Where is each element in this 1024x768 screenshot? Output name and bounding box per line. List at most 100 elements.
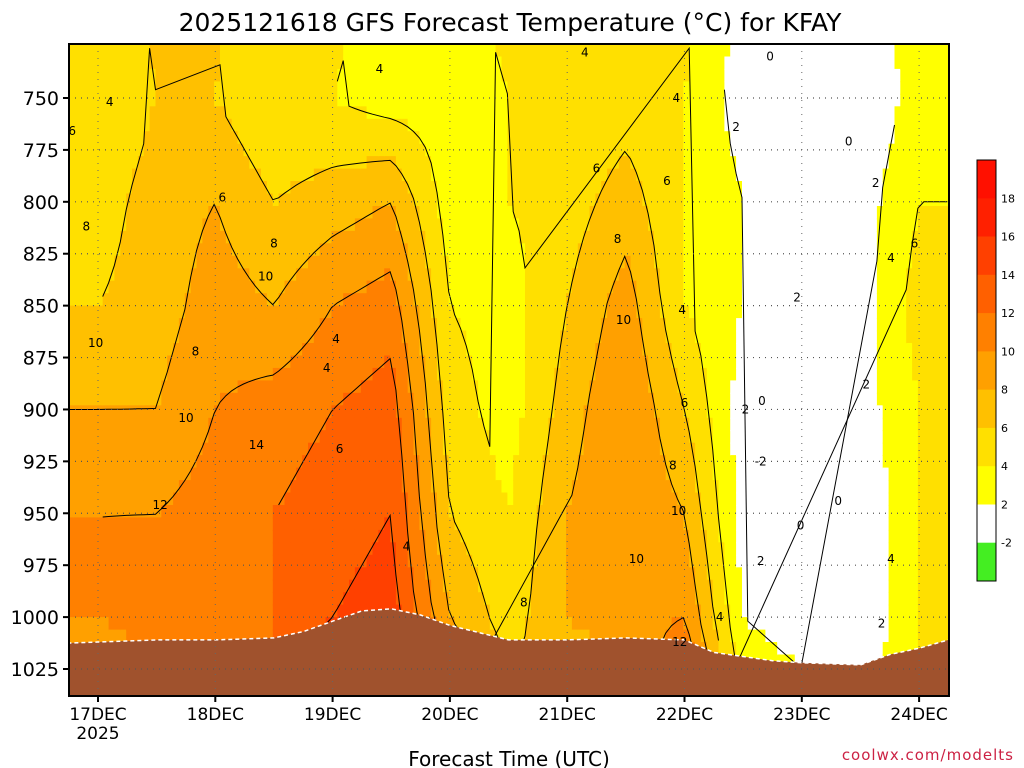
- band-cell: [495, 268, 503, 282]
- band-cell: [173, 243, 180, 257]
- band-cell: [366, 430, 374, 444]
- band-cell: [114, 430, 122, 444]
- band-cell: [137, 592, 145, 606]
- band-cell: [560, 218, 567, 232]
- band-cell: [448, 280, 456, 294]
- band-cell: [96, 156, 104, 170]
- band-cell: [354, 492, 362, 506]
- band-cell: [69, 417, 75, 432]
- band-cell: [149, 68, 157, 83]
- band-cell: [266, 44, 274, 58]
- band-cell: [495, 380, 503, 394]
- band-cell: [208, 604, 215, 618]
- band-cell: [296, 68, 303, 83]
- band-cell: [220, 417, 227, 432]
- band-cell: [507, 567, 515, 581]
- band-cell: [261, 417, 268, 432]
- band-cell: [114, 230, 122, 245]
- band-cell: [366, 305, 374, 319]
- band-cell: [91, 268, 98, 282]
- band-cell: [495, 442, 503, 456]
- band-cell: [507, 617, 515, 631]
- band-cell: [583, 131, 591, 145]
- band-cell: [542, 505, 550, 519]
- band-cell: [102, 592, 110, 606]
- band-cell: [530, 156, 538, 170]
- band-cell: [69, 480, 75, 494]
- band-cell: [601, 118, 608, 133]
- band-cell: [530, 255, 538, 270]
- band-cell: [360, 492, 368, 506]
- band-cell: [566, 44, 573, 58]
- band-cell: [290, 617, 298, 631]
- band-cell: [91, 617, 98, 631]
- band-cell: [431, 330, 438, 344]
- band-cell: [407, 206, 415, 220]
- band-cell: [73, 206, 81, 220]
- band-cell: [261, 81, 268, 95]
- band-cell: [225, 629, 233, 643]
- band-cell: [589, 118, 597, 133]
- band-cell: [284, 68, 292, 83]
- band-cell: [612, 118, 620, 133]
- band-cell: [214, 592, 221, 606]
- band-cell: [419, 293, 427, 307]
- band-cell: [91, 467, 98, 481]
- band-cell: [437, 417, 444, 432]
- band-cell: [325, 392, 333, 407]
- band-cell: [69, 93, 75, 108]
- band-cell: [167, 293, 174, 307]
- band-cell: [489, 156, 497, 170]
- band-cell: [266, 567, 274, 581]
- band-cell: [214, 318, 221, 332]
- band-cell: [612, 604, 620, 618]
- band-cell: [612, 480, 620, 494]
- band-cell: [114, 118, 122, 133]
- band-cell: [108, 293, 116, 307]
- band-cell: [595, 542, 603, 556]
- band-cell: [612, 168, 620, 182]
- band-cell: [560, 206, 567, 220]
- band-cell: [560, 280, 567, 294]
- band-cell: [577, 293, 585, 307]
- band-cell: [202, 243, 210, 257]
- band-cell: [202, 430, 210, 444]
- band-cell: [331, 355, 339, 369]
- band-cell: [272, 305, 280, 319]
- band-cell: [589, 467, 597, 481]
- band-cell: [554, 505, 561, 519]
- band-cell: [466, 93, 473, 108]
- band-cell: [85, 168, 92, 182]
- band-cell: [79, 367, 86, 382]
- band-cell: [612, 305, 620, 319]
- band-cell: [237, 417, 245, 432]
- band-cell: [560, 255, 567, 270]
- band-cell: [196, 268, 204, 282]
- band-cell: [554, 181, 561, 195]
- band-cell: [360, 68, 368, 83]
- band-cell: [108, 268, 116, 282]
- band-cell: [237, 629, 245, 643]
- band-cell: [278, 542, 286, 556]
- band-cell: [360, 93, 368, 108]
- band-cell: [102, 517, 110, 531]
- band-cell: [91, 343, 98, 357]
- band-cell: [85, 131, 92, 145]
- band-cell: [571, 81, 579, 95]
- band-cell: [69, 617, 75, 631]
- band-cell: [454, 617, 462, 631]
- band-cell: [284, 442, 292, 456]
- band-cell: [466, 442, 473, 456]
- band-cell: [331, 280, 339, 294]
- band-cell: [272, 68, 280, 83]
- band-cell: [472, 430, 479, 444]
- band-cell: [143, 430, 151, 444]
- band-cell: [478, 93, 485, 108]
- band-cell: [190, 492, 198, 506]
- band-cell: [437, 68, 444, 83]
- band-cell: [272, 44, 280, 58]
- band-cell: [220, 268, 227, 282]
- band-cell: [308, 442, 315, 456]
- band-cell: [372, 206, 380, 220]
- band-cell: [560, 517, 567, 531]
